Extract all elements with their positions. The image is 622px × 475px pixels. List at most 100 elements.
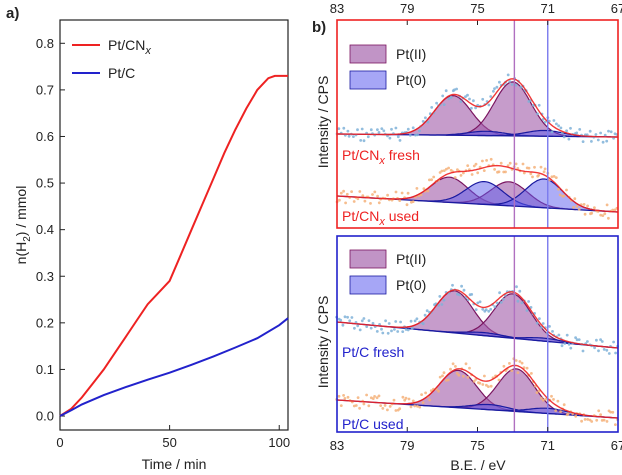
- data-point: [446, 378, 450, 382]
- data-point: [562, 194, 566, 198]
- data-point: [404, 328, 408, 331]
- data-point: [590, 140, 593, 143]
- data-point: [352, 200, 356, 203]
- data-point: [481, 383, 485, 386]
- data-point: [557, 187, 560, 191]
- data-point: [386, 193, 389, 197]
- data-point: [426, 189, 430, 193]
- y-tick-label: 0.7: [36, 82, 54, 97]
- bottom-tick-label: 75: [470, 438, 484, 453]
- data-point: [590, 420, 594, 423]
- data-point: [405, 203, 409, 207]
- data-point: [375, 396, 379, 400]
- data-point: [406, 127, 410, 131]
- data-point: [614, 351, 617, 355]
- data-point: [558, 193, 562, 197]
- data-point: [554, 409, 558, 412]
- data-point: [455, 371, 459, 375]
- data-point: [451, 283, 454, 287]
- data-point: [574, 414, 578, 418]
- data-point: [543, 120, 547, 124]
- data-point: [462, 288, 466, 292]
- data-point: [342, 394, 345, 397]
- data-point: [593, 206, 596, 210]
- data-point: [342, 189, 345, 193]
- panel-a-letter: a): [6, 5, 19, 22]
- data-point: [377, 394, 381, 398]
- data-point: [462, 374, 465, 378]
- data-point: [492, 89, 495, 93]
- data-point: [541, 398, 545, 402]
- data-point: [369, 326, 373, 330]
- spectrum-pt-c-fresh: [335, 283, 619, 355]
- data-point: [466, 164, 470, 168]
- data-point: [556, 399, 560, 403]
- data-point: [495, 85, 499, 89]
- y-tick-label: 0.3: [36, 269, 54, 284]
- data-point: [462, 171, 465, 175]
- data-point: [470, 173, 474, 176]
- data-point: [537, 173, 541, 177]
- data-point: [415, 317, 419, 321]
- x-tick-label: 0: [56, 435, 63, 450]
- data-point: [487, 385, 490, 388]
- data-point: [476, 301, 480, 305]
- data-point: [543, 167, 547, 171]
- data-point: [367, 404, 371, 408]
- data-point: [484, 308, 488, 312]
- data-point: [346, 395, 350, 399]
- panel-b-xlabel: B.E. / eV: [450, 457, 506, 473]
- panel-b-plot: 83 83 79 79 75 75 71 71 67 67 B.E. / eV Intensity…: [315, 1, 622, 473]
- data-point: [440, 303, 444, 306]
- data-point: [429, 389, 433, 392]
- data-point: [413, 404, 417, 408]
- legend-label-pt-c: Pt/C: [108, 65, 135, 81]
- data-point: [356, 128, 359, 132]
- data-point: [599, 213, 603, 217]
- data-point: [474, 308, 478, 311]
- data-point: [581, 349, 585, 353]
- data-point: [421, 401, 425, 404]
- panel-b-top-frame: [336, 19, 619, 229]
- data-point: [369, 128, 373, 132]
- data-point: [567, 342, 571, 346]
- data-point: [613, 208, 617, 212]
- data-point: [453, 176, 457, 179]
- data-point: [595, 338, 598, 342]
- series-line-pt-cnx: [59, 74, 288, 417]
- panel-b-letter: b): [312, 19, 326, 36]
- data-point: [406, 328, 410, 332]
- legend-swatch-pt0-top: [349, 70, 387, 90]
- data-point: [527, 300, 530, 303]
- panel-a-series: [59, 74, 289, 417]
- top-tick-label: 75: [470, 1, 484, 16]
- data-point: [518, 289, 522, 293]
- data-point: [384, 319, 387, 323]
- data-point: [552, 119, 556, 122]
- data-point: [539, 165, 543, 169]
- data-point: [482, 169, 486, 173]
- data-point: [408, 133, 412, 137]
- data-point: [409, 405, 413, 409]
- data-point: [516, 167, 520, 170]
- x-tick-label: 50: [162, 435, 176, 450]
- data-point: [552, 175, 556, 178]
- data-point: [394, 190, 398, 194]
- data-point: [378, 323, 381, 326]
- data-point: [535, 321, 539, 325]
- data-point: [421, 120, 425, 123]
- data-point: [337, 394, 341, 398]
- data-point: [551, 330, 554, 333]
- data-point: [508, 80, 512, 83]
- data-point: [455, 87, 458, 91]
- data-point: [363, 199, 367, 203]
- data-point: [514, 83, 518, 87]
- data-point: [605, 203, 609, 207]
- data-point: [499, 161, 503, 165]
- data-point: [481, 307, 485, 311]
- data-point: [418, 129, 421, 133]
- data-point: [459, 100, 463, 103]
- data-point: [541, 322, 545, 325]
- y-tick-label: 0.5: [36, 176, 54, 191]
